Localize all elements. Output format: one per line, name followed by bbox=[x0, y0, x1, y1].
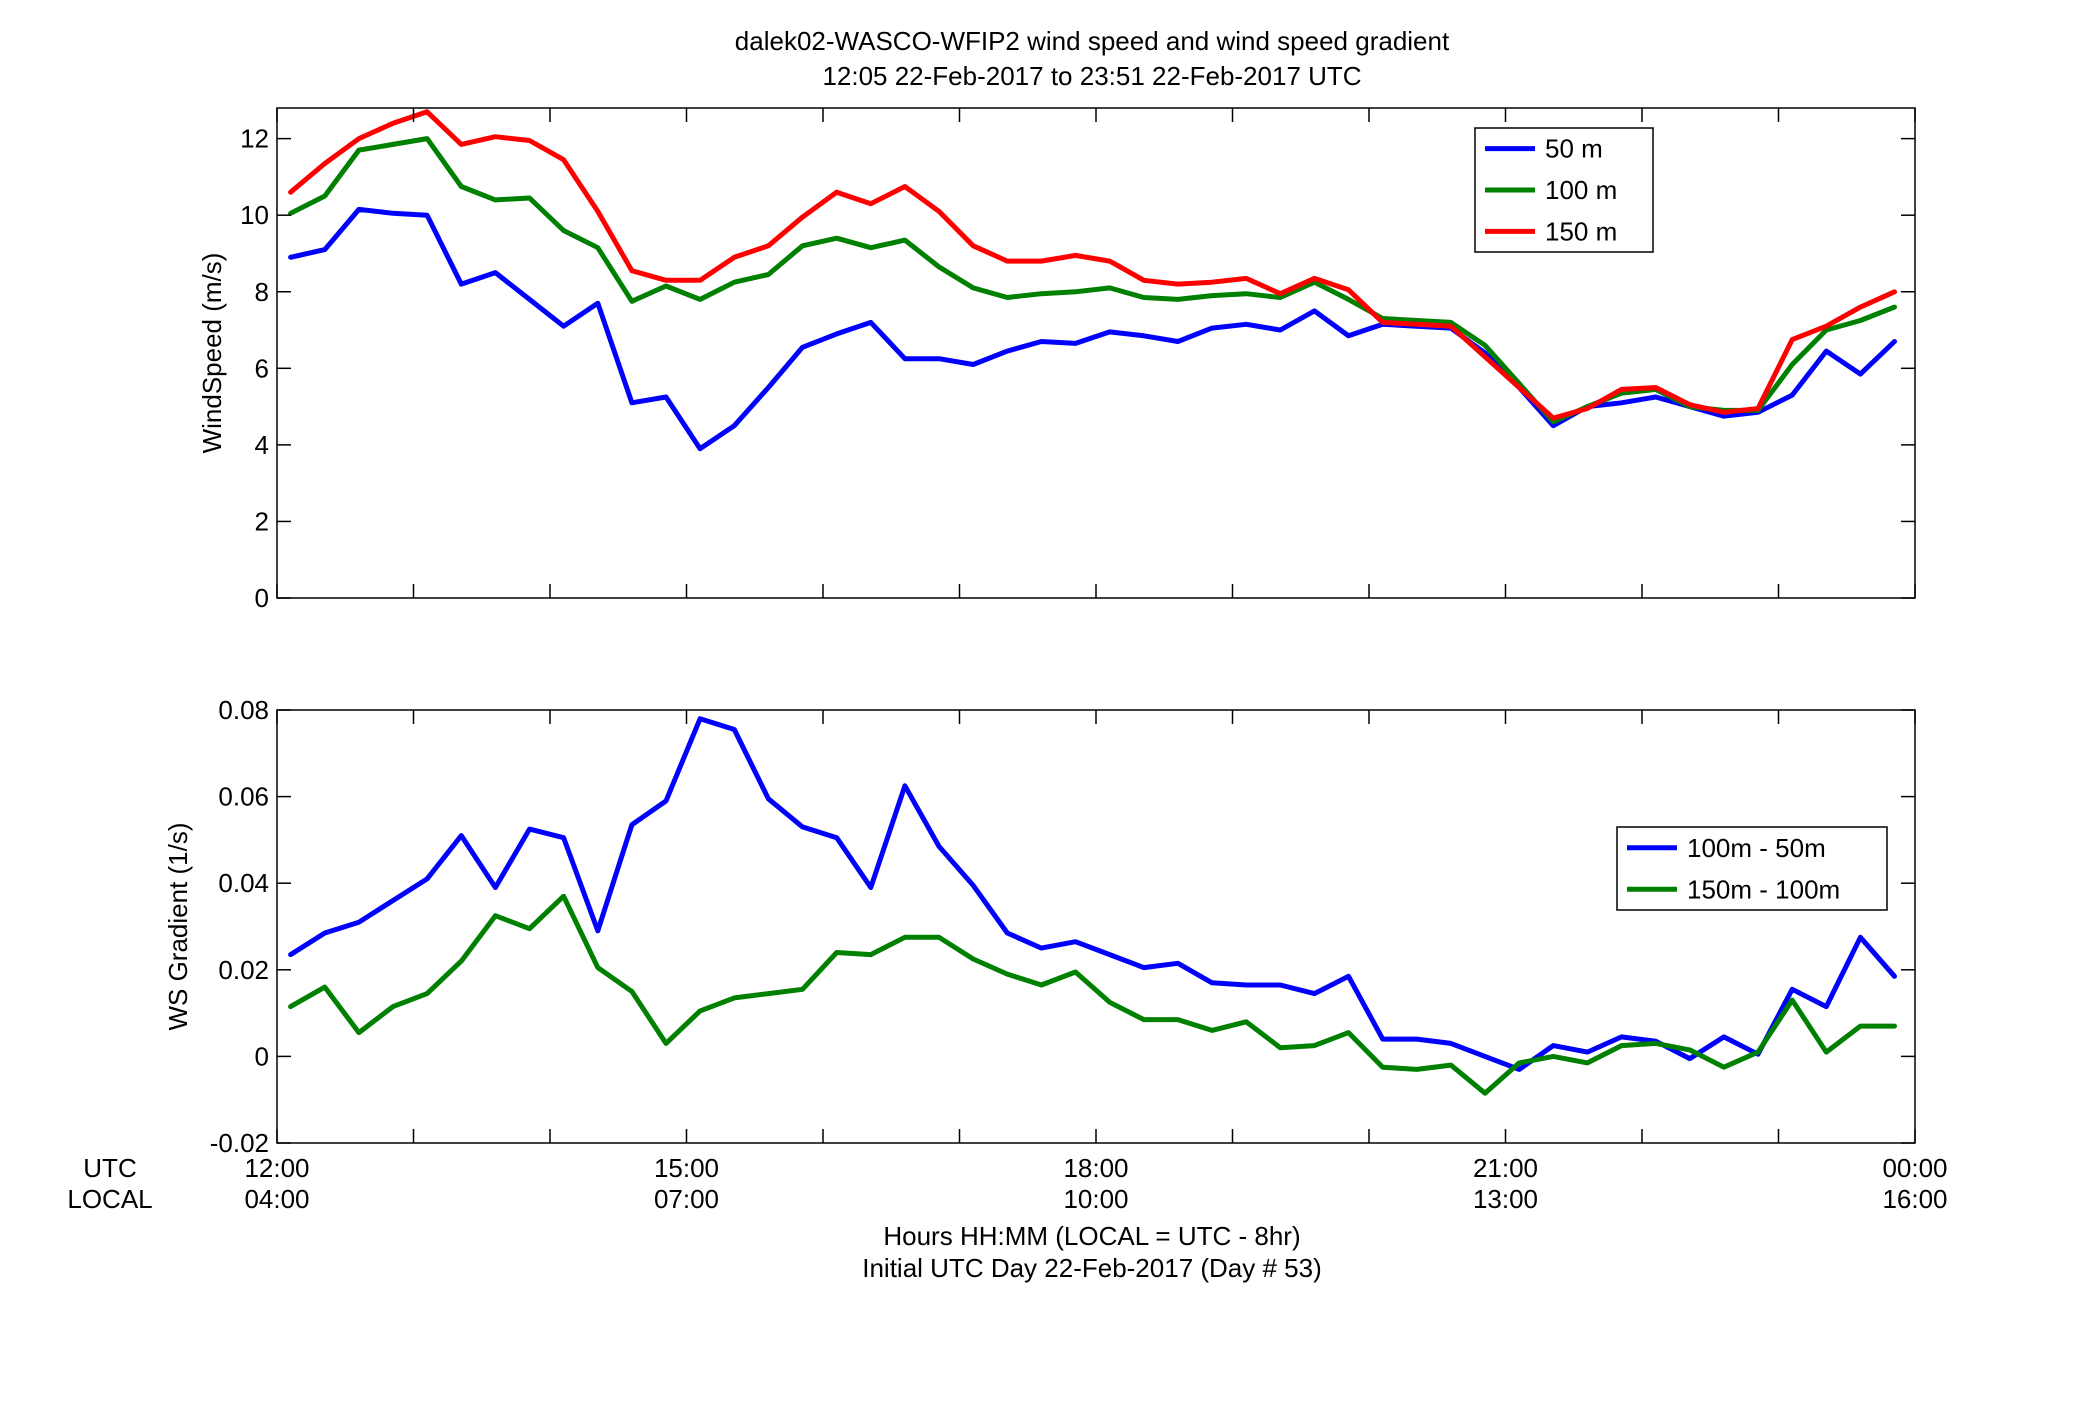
y-tick-label: 8 bbox=[255, 277, 269, 307]
legend-label: 100 m bbox=[1545, 175, 1617, 205]
legend-label: 150m - 100m bbox=[1687, 874, 1840, 904]
y-tick-label: 6 bbox=[255, 353, 269, 383]
legend-label: 50 m bbox=[1545, 134, 1603, 164]
x-tick-label-utc: 18:00 bbox=[1063, 1153, 1128, 1183]
series-line-150-m bbox=[288, 109, 1897, 421]
y-tick-label: 0 bbox=[255, 583, 269, 613]
y-tick-label: 0 bbox=[255, 1041, 269, 1071]
x-tick-label-local: 16:00 bbox=[1882, 1184, 1947, 1214]
y-tick-label: -0.02 bbox=[210, 1128, 269, 1158]
gradient-panel: -0.02 0 0.02 0.04 0.06 0.08 WS Gradient (1/s) 1… bbox=[163, 695, 1916, 1158]
series-line-100-m bbox=[288, 136, 1897, 425]
y-tick-label: 0.08 bbox=[218, 695, 269, 725]
x-axis-label-line2: Initial UTC Day 22-Feb-2017 (Day # 53) bbox=[862, 1253, 1322, 1283]
x-tick-label-local: 07:00 bbox=[654, 1184, 719, 1214]
x-tick-label-utc: 12:00 bbox=[244, 1153, 309, 1183]
x-tick-label-local: 10:00 bbox=[1063, 1184, 1128, 1214]
series-line-150m-100m bbox=[288, 893, 1897, 1096]
y-tick-label: 0.02 bbox=[218, 955, 269, 985]
x-tick-label-utc: 00:00 bbox=[1882, 1153, 1947, 1183]
y-tick-label: 12 bbox=[240, 124, 269, 154]
utc-row-label: UTC bbox=[83, 1153, 136, 1183]
legend-box bbox=[1616, 826, 1888, 911]
windspeed-panel: 0 2 4 6 8 10 12 WindSpeed (m/s) 50 m 100 m 150 m bbox=[197, 107, 1916, 613]
x-tick-label-local: 04:00 bbox=[244, 1184, 309, 1214]
x-tick-label-utc: 21:00 bbox=[1473, 1153, 1538, 1183]
series-line-100m-50m bbox=[288, 716, 1897, 1072]
x-tick-label-utc: 15:00 bbox=[654, 1153, 719, 1183]
legend-label: 150 m bbox=[1545, 216, 1617, 246]
y-axis-label: WindSpeed (m/s) bbox=[197, 253, 227, 454]
y-tick-label: 10 bbox=[240, 200, 269, 230]
y-tick-label: 4 bbox=[255, 430, 269, 460]
y-tick-label: 0.06 bbox=[218, 782, 269, 812]
y-tick-label: 0.04 bbox=[218, 868, 269, 898]
y-tick-label: 2 bbox=[255, 506, 269, 536]
x-axis-label-line1: Hours HH:MM (LOCAL = UTC - 8hr) bbox=[883, 1221, 1300, 1251]
y-axis-label: WS Gradient (1/s) bbox=[163, 822, 193, 1030]
legend-label: 100m - 50m bbox=[1687, 833, 1826, 863]
legend: 50 m 100 m 150 m bbox=[1474, 127, 1654, 253]
x-tick-label-local: 13:00 bbox=[1473, 1184, 1538, 1214]
x-axis-labels: UTC LOCAL Hours HH:MM (LOCAL = UTC - 8hr… bbox=[67, 1153, 1321, 1283]
chart-title-line2: 12:05 22-Feb-2017 to 23:51 22-Feb-2017 U… bbox=[822, 61, 1361, 91]
chart-title-line1: dalek02-WASCO-WFIP2 wind speed and wind … bbox=[735, 26, 1450, 56]
local-row-label: LOCAL bbox=[67, 1184, 152, 1214]
series-line-50-m bbox=[288, 206, 1897, 452]
legend: 100m - 50m 150m - 100m bbox=[1616, 826, 1888, 911]
